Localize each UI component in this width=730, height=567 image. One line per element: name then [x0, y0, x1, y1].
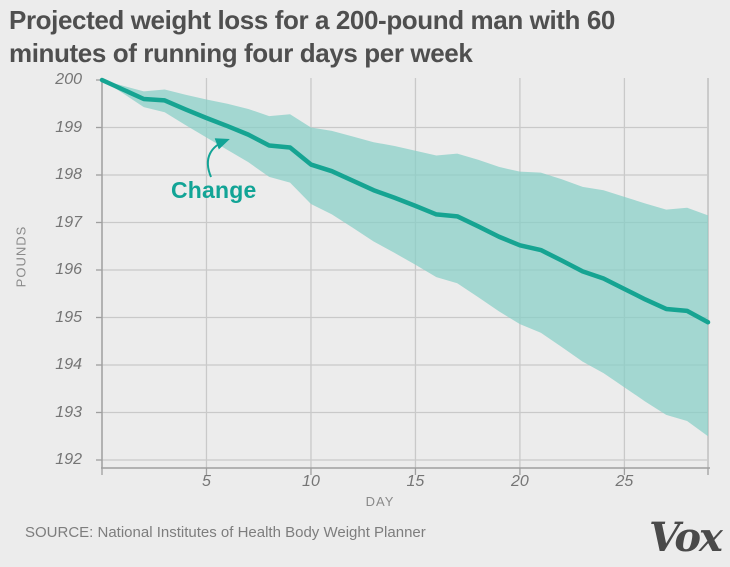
y-axis-label: POUNDS — [13, 225, 29, 288]
x-axis-label: DAY — [365, 494, 395, 509]
y-tick-label-200: 200 — [55, 71, 82, 88]
y-tick-label-199: 199 — [55, 118, 82, 136]
source-credit: SOURCE: National Institutes of Health Bo… — [25, 524, 426, 541]
y-tick-label-195: 195 — [55, 308, 82, 326]
x-tick-label-5: 5 — [202, 473, 211, 490]
y-tick-label-197: 197 — [55, 213, 82, 231]
x-tick-label-20: 20 — [511, 473, 529, 490]
chart-title-line2: minutes of running four days per week — [9, 38, 473, 68]
uncertainty-band — [102, 80, 708, 437]
y-tick-label-196: 196 — [55, 261, 82, 278]
y-tick-label-193: 193 — [55, 403, 82, 421]
y-tick-label-192: 192 — [55, 451, 82, 468]
annotation-arrow — [206, 138, 230, 178]
chart-title: Projected weight loss for a 200-pound ma… — [9, 4, 719, 70]
y-tick-label-198: 198 — [55, 166, 82, 183]
change-line — [99, 77, 711, 325]
chart-title-line1: Projected weight loss for a 200-pound ma… — [9, 5, 615, 35]
y-tick-label-194: 194 — [55, 356, 82, 373]
change-annotation-label: Change — [171, 177, 257, 203]
x-tick-label-10: 10 — [302, 473, 320, 490]
x-tick-label-25: 25 — [615, 473, 634, 490]
vox-logo: Vox — [649, 514, 723, 561]
x-tick-label-15: 15 — [406, 473, 425, 490]
